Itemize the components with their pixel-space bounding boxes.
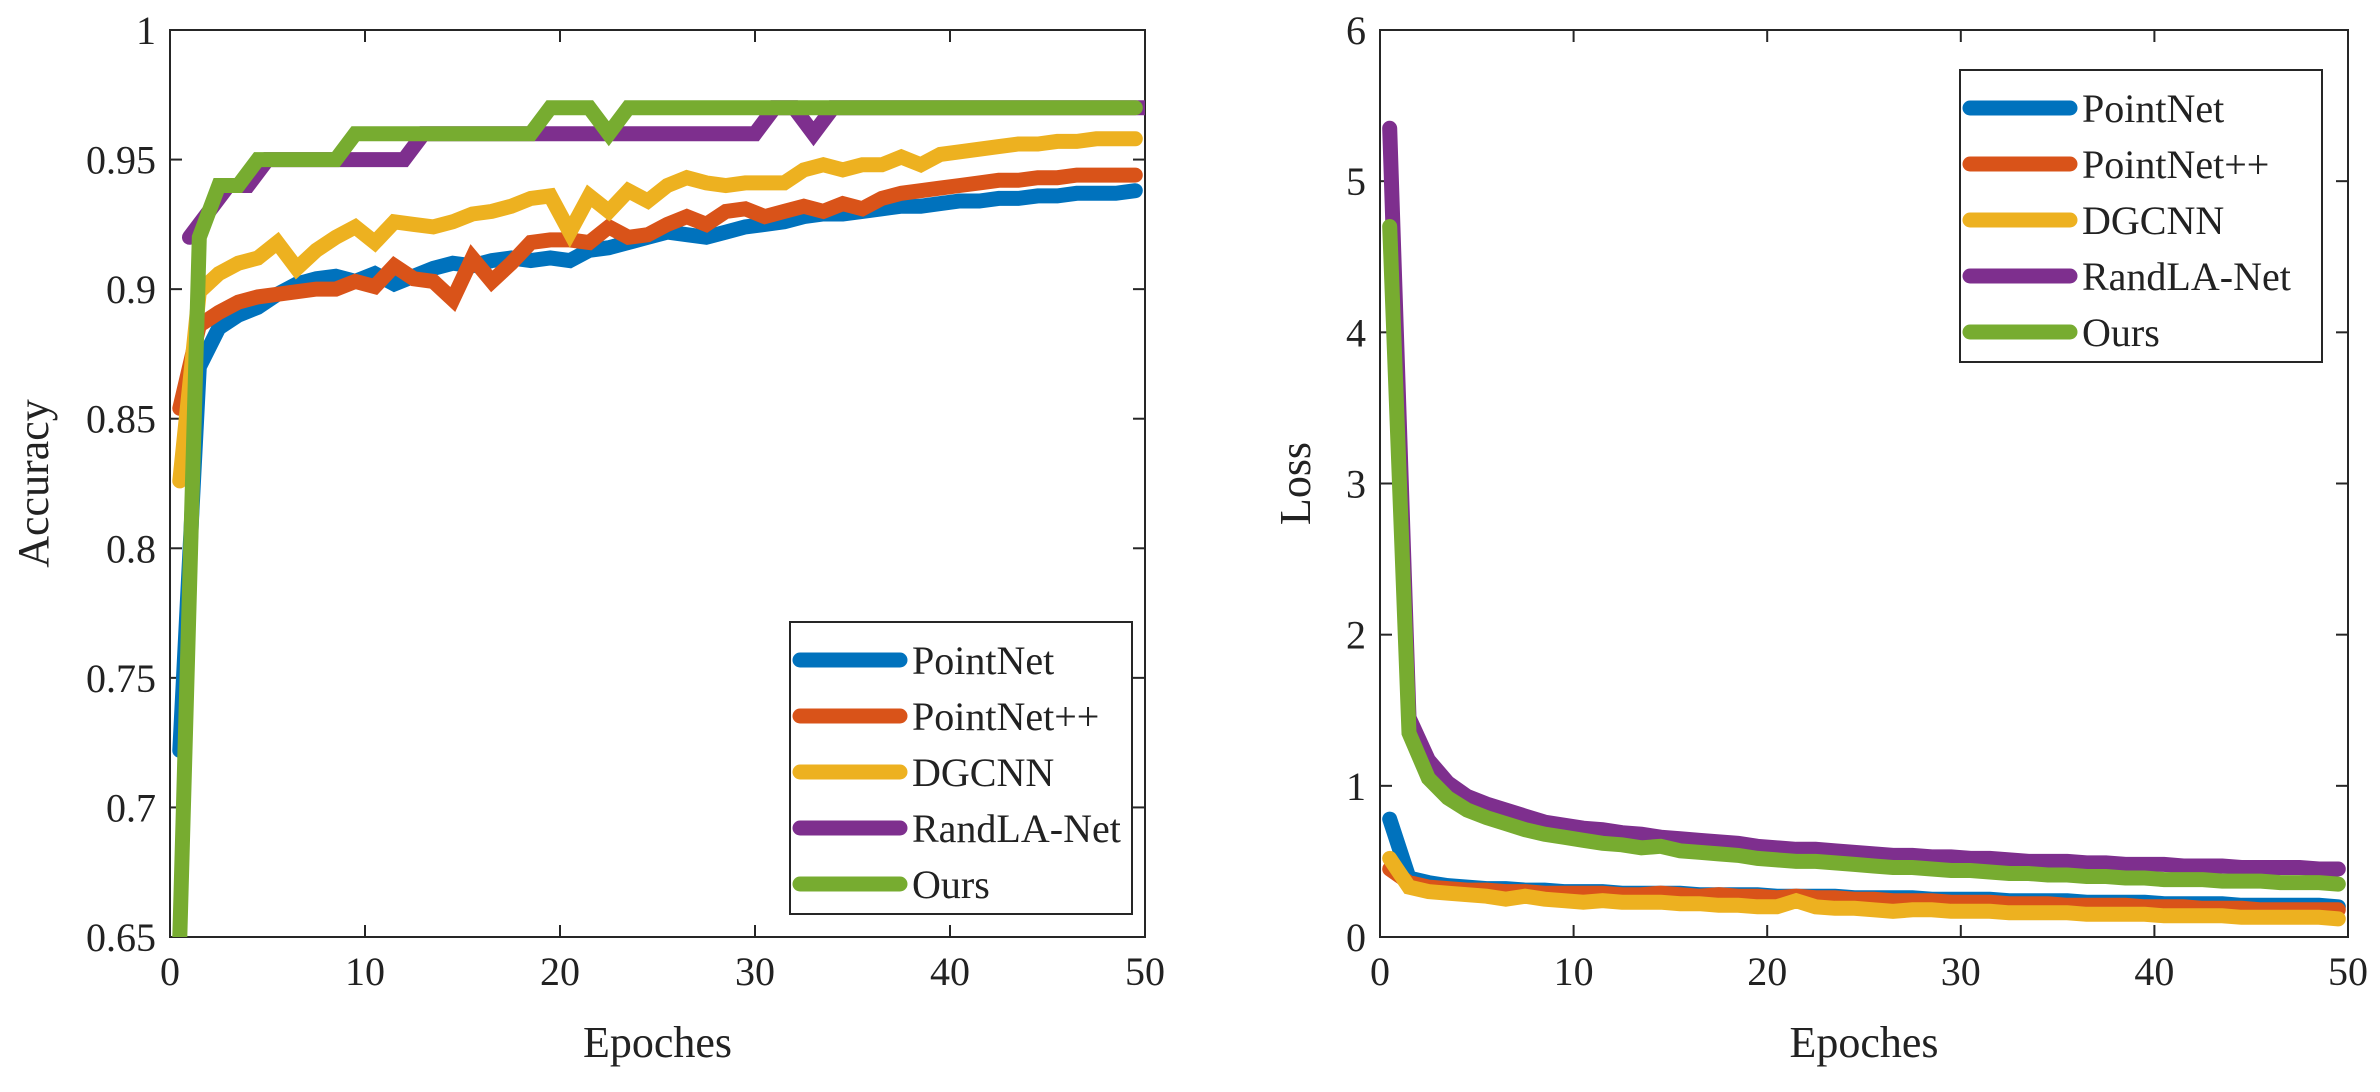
chart-loss: 0 10 20 30 40 500123456EpochesLossPointNetPoi…	[1271, 8, 2368, 1067]
x-tick-label: 30	[1941, 949, 1981, 994]
y-tick-label: 1	[136, 8, 156, 53]
x-tick-label: 0	[160, 949, 180, 994]
legend-label: RandLA-Net	[912, 806, 1121, 851]
legend: PointNet PointNet++ DGCNN RandLA-Net Ours	[1959, 69, 2323, 363]
x-tick-label: 0	[1370, 949, 1390, 994]
x-tick-label: 20	[540, 949, 580, 994]
series-group	[172, 100, 1145, 937]
y-tick-label: 0.65	[86, 915, 156, 960]
x-tick-label: 50	[2328, 949, 2368, 994]
series-line-dgcnn	[1382, 850, 2346, 927]
y-tick-label: 0	[1346, 915, 1366, 960]
y-tick-label: 1	[1346, 764, 1366, 809]
legend-label: PointNet++	[2082, 142, 2269, 187]
axes-box	[169, 29, 1146, 938]
y-tick-label: 3	[1346, 462, 1366, 507]
y-tick-label: 4	[1346, 310, 1366, 355]
y-axis-label: Accuracy	[9, 399, 58, 568]
legend-label: PointNet	[912, 638, 1054, 683]
chart-accuracy: 0 10 20 30 40 50 0.65 0.7 0.75 0.8 0.85 0.9 0.95 1 Epo…	[9, 8, 1165, 1067]
series-line-ours	[1382, 219, 2346, 892]
y-tick-label: 5	[1346, 159, 1366, 204]
x-axis-label: Epoches	[1789, 1018, 1938, 1067]
y-tick-label: 0.8	[106, 526, 156, 571]
legend-label: RandLA-Net	[2082, 254, 2291, 299]
series-line-randla-net	[1382, 120, 2346, 877]
y-tick-label: 0.9	[106, 267, 156, 312]
legend-label: DGCNN	[2082, 198, 2224, 243]
y-axis-label: Loss	[1271, 442, 1320, 525]
y-tick-label: 0.85	[86, 397, 156, 442]
legend: PointNet PointNet++ DGCNN RandLA-Net Ours	[789, 621, 1133, 915]
series-line-ours	[172, 100, 1143, 937]
legend-label: PointNet++	[912, 694, 1099, 739]
x-tick-label: 50	[1125, 949, 1165, 994]
series-line-dgcnn	[172, 131, 1143, 489]
y-tick-label: 0.95	[86, 138, 156, 183]
y-tick-label: 6	[1346, 8, 1366, 53]
x-tick-label: 40	[930, 949, 970, 994]
legend-label: Ours	[912, 862, 990, 907]
x-tick-label: 30	[735, 949, 775, 994]
series-line-pointnet-	[172, 167, 1143, 416]
legend-label: DGCNN	[912, 750, 1054, 795]
x-tick-label: 20	[1747, 949, 1787, 994]
x-tick-label: 10	[1554, 949, 1594, 994]
series-group	[1382, 120, 2346, 927]
legend-label: PointNet	[2082, 86, 2224, 131]
y-tick-label: 0.75	[86, 656, 156, 701]
y-tick-label: 2	[1346, 613, 1366, 658]
legend-label: Ours	[2082, 310, 2160, 355]
x-tick-label: 10	[345, 949, 385, 994]
y-tick-label: 0.7	[106, 785, 156, 830]
x-axis-label: Epoches	[583, 1018, 732, 1067]
x-tick-label: 40	[2134, 949, 2174, 994]
